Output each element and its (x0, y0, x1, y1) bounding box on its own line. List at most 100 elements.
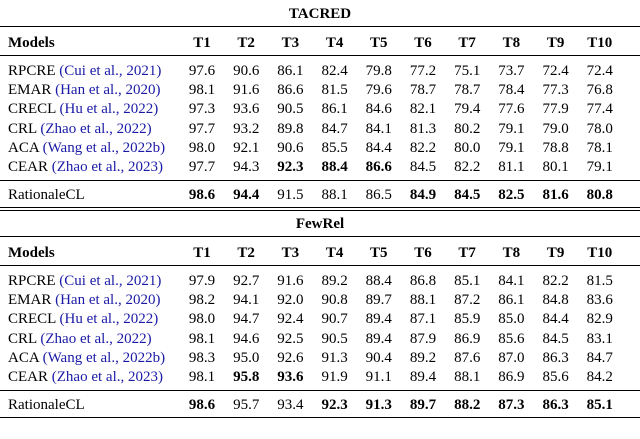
rule (0, 210, 640, 211)
cell: 91.3 (321, 349, 348, 366)
cell: 82.2 (542, 273, 569, 289)
cell: 79.1 (498, 139, 525, 156)
cell: 85.5 (321, 139, 348, 156)
cell: 85.1 (454, 273, 481, 289)
cell: 84.9 (409, 187, 437, 203)
cell: 82.2 (409, 139, 437, 156)
cell: 79.1 (586, 159, 613, 175)
cell: 98.6 (188, 397, 216, 413)
cell: 86.6 (365, 159, 392, 175)
cell: 91.6 (233, 82, 260, 99)
cell: 77.6 (498, 101, 525, 118)
rule (0, 26, 640, 28)
model-name: EMAR (Han et al., 2020) (8, 81, 160, 99)
citation: (Zhao et al., 2022) (40, 120, 152, 137)
cell: 84.5 (454, 187, 481, 203)
cell: 92.5 (277, 330, 304, 347)
cell: 78.7 (409, 82, 437, 99)
cell: 87.2 (454, 292, 481, 309)
citation: (Zhao et al., 2023) (51, 159, 163, 175)
model-name: RPCRE (Cui et al., 2021) (8, 272, 161, 290)
cell: 82.1 (409, 101, 437, 118)
cell: 90.5 (277, 101, 304, 118)
model-name: RationaleCL (8, 397, 85, 413)
cell: 98.0 (188, 311, 216, 328)
cell: 90.7 (321, 311, 348, 328)
citation: (Cui et al., 2021) (59, 273, 162, 289)
cell: 78.4 (498, 82, 525, 99)
citation: (Hu et al., 2022) (59, 101, 159, 118)
cell: 92.7 (233, 273, 260, 289)
header-cell: T9 (546, 245, 565, 261)
citation: (Wang et al., 2022b) (42, 349, 166, 366)
cell: 94.3 (233, 159, 260, 175)
citation: (Wang et al., 2022b) (42, 139, 166, 156)
model-name: ACA (Wang et al., 2022b) (8, 139, 165, 157)
header-cell: Models (8, 35, 55, 51)
model-name: CRECL (Hu et al., 2022) (8, 100, 158, 118)
cell: 98.2 (188, 292, 216, 309)
model: ACA (8, 349, 39, 366)
cell: 75.1 (454, 63, 481, 79)
cell: 86.9 (498, 369, 525, 385)
cell: 81.3 (409, 120, 437, 137)
cell: 79.0 (542, 120, 569, 137)
cell: 84.6 (365, 101, 392, 118)
cell: 87.9 (409, 330, 437, 347)
cell: 77.2 (409, 63, 437, 79)
cell: 84.7 (321, 120, 348, 137)
model-name: RPCRE (Cui et al., 2021) (8, 62, 161, 80)
model-name: RationaleCL (8, 187, 85, 203)
model-name: ACA (Wang et al., 2022b) (8, 349, 165, 367)
model: EMAR (8, 82, 52, 99)
cell: 97.7 (188, 120, 216, 137)
citation: (Zhao et al., 2023) (51, 369, 163, 385)
cell: 98.1 (188, 369, 216, 385)
header-cell: T2 (237, 245, 255, 261)
cell: 97.6 (188, 63, 216, 79)
rule (0, 207, 640, 208)
cell: 84.4 (542, 311, 569, 328)
cell: 92.6 (277, 349, 304, 366)
header-cell: T5 (370, 245, 388, 261)
model-name: CRL (Zhao et al., 2022) (8, 330, 152, 348)
cell: 84.2 (586, 369, 613, 385)
rule (0, 417, 640, 419)
table-title: FewRel (295, 216, 345, 232)
header-cell: T4 (325, 245, 344, 261)
cell: 86.3 (542, 349, 569, 366)
cell: 94.6 (233, 330, 260, 347)
cell: 89.4 (365, 311, 392, 328)
cell: 86.1 (277, 63, 304, 79)
header-cell: T8 (502, 35, 521, 51)
rule (0, 265, 640, 266)
model: CRL (8, 330, 37, 347)
cell: 86.1 (498, 292, 525, 309)
cell: 89.2 (321, 273, 348, 289)
cell: 86.5 (365, 187, 392, 203)
rule (0, 180, 640, 181)
cell: 85.6 (542, 369, 569, 385)
cell: 93.2 (233, 120, 260, 137)
header-cell: T5 (370, 35, 388, 51)
cell: 88.1 (321, 187, 348, 203)
cell: 97.9 (188, 273, 216, 289)
header-cell: T3 (281, 245, 300, 261)
cell: 78.8 (542, 139, 569, 156)
cell: 92.0 (277, 292, 304, 309)
cell: 90.8 (321, 292, 348, 309)
cell: 89.7 (365, 292, 392, 309)
model: RPCRE (8, 63, 56, 79)
cell: 86.8 (409, 273, 437, 289)
cell: 93.4 (277, 397, 304, 413)
cell: 89.2 (409, 349, 437, 366)
cell: 88.1 (409, 292, 437, 309)
cell: 84.5 (542, 330, 569, 347)
cell: 95.7 (233, 397, 260, 413)
cell: 98.1 (188, 330, 216, 347)
cell: 97.7 (188, 159, 216, 175)
cell: 84.4 (365, 139, 392, 156)
cell: 88.2 (454, 397, 481, 413)
cell: 87.3 (498, 397, 525, 413)
cell: 88.1 (454, 369, 481, 385)
